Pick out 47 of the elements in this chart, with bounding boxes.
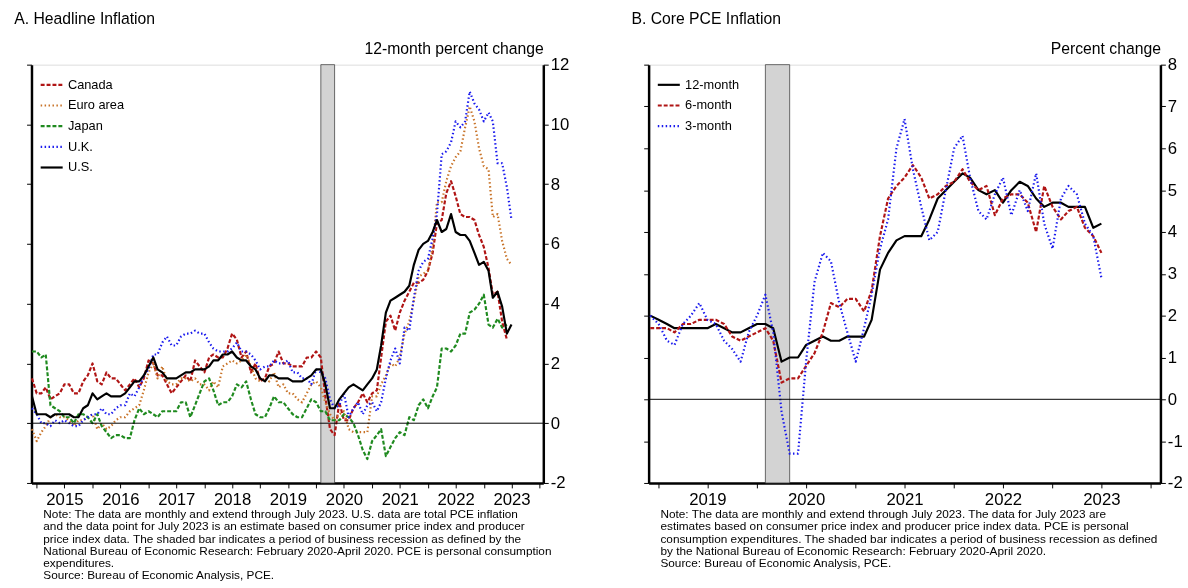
y-tick-label: 0 [550,413,561,433]
y-tick-label: 8 [550,174,561,194]
x-tick-label: 2021 [886,490,924,510]
legend-label: Japan [67,118,103,134]
y-tick-label: 1 [1167,347,1178,367]
text: Note: The data are monthly and extend through July 2023. U.S. data are total PCE inflation and the data point for July 2023 is an estimate based on consumer price index and producer price index data. The shaded bar indicates a period of business recession as defined by the National Bureau of Economic Research: February 2020-April 2020. PCE is personal consumption expenditures. [43,507,552,570]
y-tick-label: 3 [1167,264,1178,284]
x-tick-label: 2018 [213,490,252,510]
legend-label: Canada [67,76,114,92]
x-tick-label: 2022 [984,490,1023,510]
y-tick-label: 6 [550,234,561,254]
y-tick-label: 7 [1167,96,1178,116]
y-tick-label: 2 [1167,306,1178,326]
y-tick-label: 12 [550,55,570,75]
x-tick-label: 2020 [325,490,364,510]
y-axis-title: 12-month percent change [364,40,545,58]
chart-title: A. Headline Inflation [14,10,156,28]
legend-label: Euro area [67,97,125,113]
y-axis-title: Percent change [1050,40,1162,58]
y-tick-label: 4 [550,294,561,314]
legend-label: U.S. [67,159,93,175]
chart-title: B. Core PCE Inflation [631,10,781,28]
y-tick-label: 2 [550,353,561,373]
y-tick-label: -2 [1167,473,1183,493]
x-tick-label: 2019 [269,490,308,510]
legend-label: 12-month [685,76,740,92]
y-tick-label: 8 [1167,55,1178,75]
legend-label: 3-month [685,118,732,134]
y-tick-label: -1 [1167,431,1183,451]
y-tick-label: -2 [550,473,566,493]
x-tick-label: 2015 [46,490,84,510]
y-tick-label: 6 [1167,138,1178,158]
x-tick-label: 2023 [493,490,531,510]
legend-label: 6-month [685,97,732,113]
legend-label: U.K. [67,138,93,154]
x-tick-label: 2023 [1083,490,1121,510]
y-tick-label: 0 [1167,389,1178,409]
y-tick-label: 4 [1167,222,1178,242]
x-tick-label: 2021 [381,490,419,510]
x-tick-label: 2022 [437,490,475,510]
x-tick-label: 2017 [158,490,196,510]
y-tick-label: 10 [550,114,570,134]
y-tick-label: 5 [1167,180,1178,200]
x-tick-label: 2020 [788,490,826,510]
x-tick-label: 2019 [689,490,727,510]
x-tick-label: 2016 [102,490,140,510]
text: Note: The data are monthly and extend through July 2023. The data for July 2023 are estimates based on consumer price index and producer price index data. PCE is personal consumption expenditures. The shaded bar indicates a period of business recession as defined by the National Bureau of Economic Research: February 2020-April 2020. [660,507,1158,558]
